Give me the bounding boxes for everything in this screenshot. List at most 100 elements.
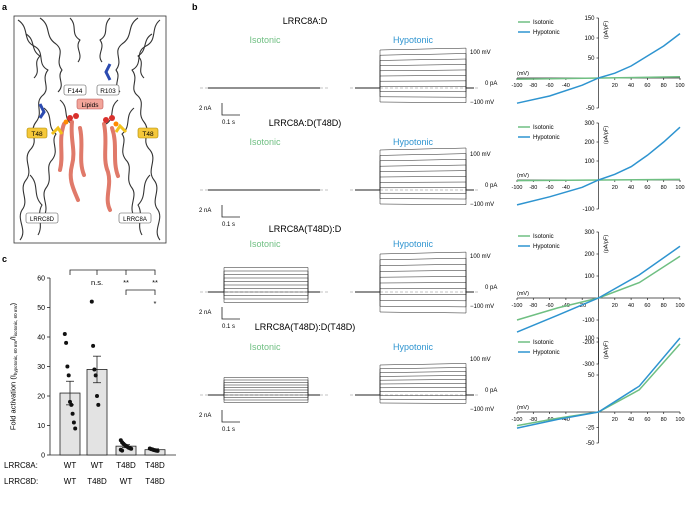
data-point — [91, 343, 96, 348]
voltage-label-minus100: −100 mV — [470, 100, 494, 106]
y-axis-label-subscript: isotonic, 60 mV — [13, 305, 18, 336]
hypotonic-trace — [355, 394, 474, 404]
y-axis-label-part: ) — [9, 302, 18, 305]
iv-y-tick-label: -100 — [582, 207, 595, 213]
iv-x-tick-label: 20 — [612, 83, 618, 89]
significance-label: ** — [123, 278, 129, 287]
iv-x-tick-label: -100 — [511, 185, 522, 191]
significance-label: n.s. — [91, 278, 103, 287]
hypotonic-trace — [355, 170, 474, 191]
iv-y-tick-label: -25 — [586, 426, 595, 432]
significance-bracket — [69, 269, 156, 275]
y-tick-label: 30 — [37, 364, 45, 371]
iv-y-tick-label: 50 — [588, 56, 595, 62]
iv-x-tick-label: -20 — [578, 303, 586, 309]
hypotonic-iv-curve — [516, 33, 681, 104]
data-point — [71, 420, 76, 425]
chain-label-lrrc8d: LRRC8D — [30, 217, 55, 223]
y-tick-label: 20 — [37, 394, 45, 401]
iv-x-tick-label: 80 — [661, 185, 667, 191]
lrrc8a-genotype-label: WT — [91, 461, 104, 470]
scale-bar-time: 0.1 s — [222, 427, 235, 433]
legend-label-isotonic: Isotonic — [533, 234, 554, 240]
row-title: LRRC8A(T48D):D(T48D) — [255, 322, 356, 332]
isotonic-trace — [208, 394, 320, 403]
scale-bar-current: 2 nA — [199, 106, 211, 112]
iv-y-unit: (pA/pF) — [604, 341, 610, 360]
scale-bar-current: 2 nA — [199, 208, 211, 214]
isotonic-trace — [208, 281, 320, 293]
hypotonic-label: Hypotonic — [393, 137, 434, 147]
hypotonic-trace — [355, 58, 474, 89]
iv-x-tick-label: -40 — [562, 83, 570, 89]
data-point — [155, 448, 160, 453]
significance-label: * — [154, 299, 157, 308]
lrrc8d-genotype-label: T48D — [145, 477, 165, 486]
voltage-label-minus100: −100 mV — [470, 304, 494, 310]
iv-x-tick-label: 80 — [661, 83, 667, 89]
data-point — [73, 426, 78, 431]
legend-label-isotonic: Isotonic — [533, 125, 554, 131]
panel-letter-b: b — [192, 2, 198, 12]
isotonic-label: Isotonic — [249, 35, 281, 45]
hypotonic-trace — [355, 251, 474, 293]
iv-x-tick-label: 80 — [661, 303, 667, 309]
isotonic-trace — [208, 288, 320, 293]
isotonic-trace — [208, 394, 320, 398]
hypotonic-trace — [355, 291, 474, 302]
y-axis-label: Fold activation (Ihypotonic, 60 mV/Iisot… — [9, 302, 19, 430]
hypotonic-label: Hypotonic — [393, 239, 434, 249]
legend-label-hypotonic: Hypotonic — [533, 350, 560, 356]
iv-y-unit: (pA/pF) — [604, 126, 610, 145]
iv-y-tick-label: -50 — [586, 441, 595, 447]
isotonic-trace — [208, 291, 320, 303]
iv-x-tick-label: 100 — [675, 303, 684, 309]
scale-bar-time: 0.1 s — [222, 120, 235, 126]
significance-bracket — [125, 289, 156, 295]
iv-x-tick-label: 60 — [644, 83, 650, 89]
scale-bar — [221, 205, 240, 218]
iv-x-tick-label: 40 — [628, 83, 634, 89]
iv-x-tick-label: -60 — [546, 185, 554, 191]
voltage-label-minus100: −100 mV — [470, 407, 494, 413]
iv-y-tick-label: 100 — [584, 159, 595, 165]
legend-label-isotonic: Isotonic — [533, 20, 554, 26]
row-title: LRRC8A:D(T48D) — [269, 118, 342, 128]
row-title: LRRC8A(T48D):D — [269, 224, 342, 234]
iv-y-tick-label: 50 — [588, 373, 595, 379]
iv-x-tick-label: 40 — [628, 185, 634, 191]
lrrc8a-genotype-label: T48D — [116, 461, 136, 470]
hypotonic-trace — [355, 64, 474, 89]
hypotonic-trace — [355, 383, 474, 396]
legend-label-hypotonic: Hypotonic — [533, 244, 560, 250]
hypotonic-trace — [355, 159, 474, 191]
residue-label-t48-left: T48 — [31, 131, 43, 138]
residue-label-f144: F144 — [68, 88, 83, 95]
iv-x-tick-label: 20 — [612, 303, 618, 309]
y-axis-label-part: Fold activation (I — [9, 375, 18, 430]
y-tick-label: 0 — [41, 453, 45, 460]
hypotonic-trace — [355, 164, 474, 191]
y-tick-label: 10 — [37, 423, 45, 430]
legend-label-hypotonic: Hypotonic — [533, 135, 560, 141]
hypotonic-trace — [355, 181, 474, 191]
current-label-0: 0 pA — [485, 388, 497, 394]
y-axis-label-subscript: hypotonic, 60 mV — [13, 340, 18, 375]
lrrc8a-genotype-label: T48D — [145, 461, 165, 470]
lrrc8a-row-label: LRRC8A: — [4, 461, 38, 470]
hypotonic-trace — [355, 291, 474, 314]
voltage-label-100: 100 mV — [470, 50, 491, 56]
scale-bar — [221, 103, 240, 116]
iv-y-tick-label: 200 — [584, 140, 595, 146]
iv-x-tick-label: -40 — [562, 417, 570, 423]
data-point — [89, 299, 94, 304]
hypotonic-trace — [355, 187, 474, 191]
hypotonic-trace — [355, 87, 474, 103]
hypotonic-iv-curve — [516, 337, 681, 429]
isotonic-trace — [208, 291, 320, 296]
data-point — [66, 373, 71, 378]
voltage-label-minus100: −100 mV — [470, 202, 494, 208]
data-point — [95, 394, 99, 398]
residue-label-r103: R103 — [100, 88, 116, 95]
iv-x-tick-label: -80 — [529, 185, 537, 191]
